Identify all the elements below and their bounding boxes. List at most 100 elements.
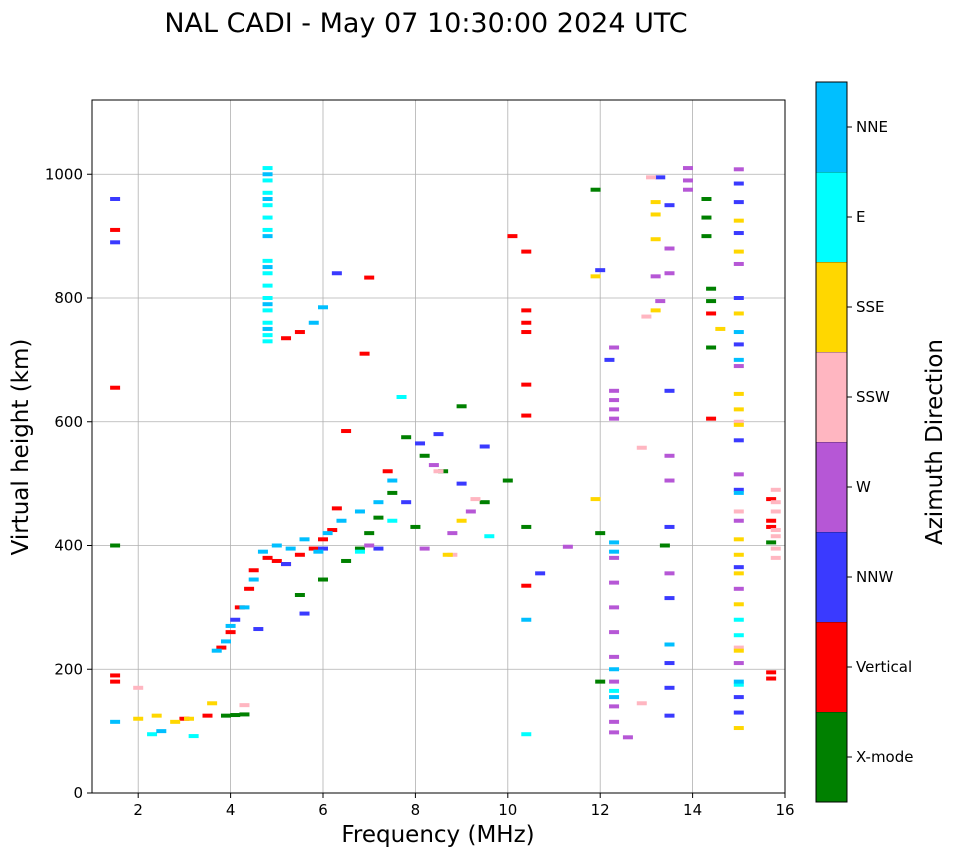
echo-mark-vertical <box>294 552 305 557</box>
echo-mark-nne <box>211 648 222 653</box>
echo-mark-e <box>262 227 273 232</box>
echo-mark-ssw <box>433 469 444 474</box>
echo-mark-nne <box>733 679 744 684</box>
echo-mark-vertical <box>202 713 213 718</box>
echo-mark-vertical <box>327 528 338 533</box>
echo-mark-e <box>262 283 273 288</box>
echo-mark-w <box>364 543 375 548</box>
echo-mark-nnw <box>433 432 444 437</box>
echo-mark-e <box>262 271 273 276</box>
echo-mark-sse <box>715 326 726 331</box>
echo-mark-nne <box>373 500 384 505</box>
echo-mark-nne <box>156 729 167 734</box>
echo-mark-sse <box>133 716 144 721</box>
plot-area <box>92 100 785 793</box>
echo-mark-x-mode <box>387 490 398 495</box>
echo-mark-ssw <box>646 175 657 180</box>
y-tick-label: 400 <box>54 537 83 555</box>
echo-mark-w <box>609 605 620 610</box>
echo-mark-sse <box>733 726 744 731</box>
echo-mark-x-mode <box>341 558 352 563</box>
grid-lines <box>92 100 786 794</box>
colorbar-segment-x-mode <box>816 712 847 802</box>
echo-mark-w <box>664 478 675 483</box>
echo-mark-w <box>609 704 620 709</box>
echo-mark-vertical <box>507 234 518 239</box>
echo-mark-vertical <box>521 308 532 313</box>
echo-mark-e <box>262 166 273 171</box>
echo-mark-ssw <box>733 645 744 650</box>
echo-mark-w <box>733 167 744 172</box>
echo-mark-w <box>733 586 744 591</box>
echo-mark-nne <box>609 667 620 672</box>
echo-mark-nne <box>609 540 620 545</box>
echo-mark-nnw <box>595 268 606 273</box>
echo-mark-nne <box>387 478 398 483</box>
echo-mark-e <box>262 178 273 183</box>
echo-mark-nnw <box>664 661 675 666</box>
echo-mark-x-mode <box>701 215 712 220</box>
echo-mark-nnw <box>230 617 241 622</box>
echo-mark-x-mode <box>706 345 717 350</box>
echo-mark-ssw <box>470 497 481 502</box>
y-tick-label: 600 <box>54 413 83 431</box>
azimuth-colorbar: X-mode Vertical NNW W SSW SSE E NNE <box>816 81 913 802</box>
echo-mark-w <box>733 661 744 666</box>
echo-mark-x-mode <box>766 540 777 545</box>
echo-mark-e <box>354 549 365 554</box>
echo-mark-w <box>664 271 675 276</box>
echo-mark-nnw <box>110 197 121 201</box>
echo-mark-x-mode <box>230 713 241 718</box>
echo-mark-nne <box>262 326 273 331</box>
echo-mark-ssw <box>733 419 744 424</box>
echo-mark-vertical <box>216 645 227 650</box>
colorbar-label: Azimuth Direction <box>922 339 948 545</box>
echo-mark-vertical <box>244 586 255 591</box>
echo-mark-sse <box>733 537 744 542</box>
x-axis-label: Frequency (MHz) <box>341 822 534 848</box>
colorbar-category-label: NNE <box>856 118 888 136</box>
echo-mark-vertical <box>766 518 777 523</box>
y-tick-label: 200 <box>54 660 83 678</box>
echo-mark-x-mode <box>220 713 231 718</box>
echo-mark-sse <box>650 237 661 242</box>
echo-mark-nnw <box>253 627 264 632</box>
echo-mark-w <box>465 509 476 514</box>
echo-mark-vertical <box>521 583 532 588</box>
echo-mark-nne <box>285 546 296 551</box>
echo-mark-x-mode <box>659 543 670 548</box>
echo-mark-vertical <box>382 469 393 474</box>
echo-mark-x-mode <box>595 679 606 684</box>
echo-mark-sse <box>650 308 661 313</box>
echo-mark-x-mode <box>294 593 305 597</box>
echo-mark-e <box>147 732 158 737</box>
colorbar-segment-sse <box>816 262 847 352</box>
echo-mark-ssw <box>133 685 144 690</box>
echo-mark-w <box>609 416 620 421</box>
echo-mark-w <box>609 555 620 560</box>
x-tick-label: 14 <box>683 801 702 819</box>
echo-mark-nnw <box>733 487 744 492</box>
echo-mark-vertical <box>294 330 305 335</box>
echo-mark-nne <box>322 531 333 536</box>
echo-mark-sse <box>650 212 661 217</box>
echo-mark-vertical <box>521 320 532 325</box>
echo-mark-vertical <box>225 630 236 635</box>
echo-mark-sse <box>590 497 601 502</box>
echo-mark-x-mode <box>364 531 375 536</box>
echo-mark-w <box>682 166 693 171</box>
echo-mark-vertical <box>110 385 121 390</box>
echo-mark-nne <box>262 197 273 201</box>
echo-mark-nnw <box>664 713 675 718</box>
x-tick-label: 12 <box>591 801 610 819</box>
echo-mark-nne <box>308 320 319 325</box>
echo-mark-nne <box>299 537 310 542</box>
echo-mark-ssw <box>636 445 647 450</box>
echo-mark-e <box>262 190 273 195</box>
echo-mark-sse <box>733 422 744 427</box>
x-tick-label: 8 <box>411 801 421 819</box>
echo-mark-nnw <box>318 546 328 551</box>
echo-mark-sse <box>733 218 744 223</box>
echo-mark-w <box>664 453 675 458</box>
echo-mark-e <box>387 518 398 523</box>
